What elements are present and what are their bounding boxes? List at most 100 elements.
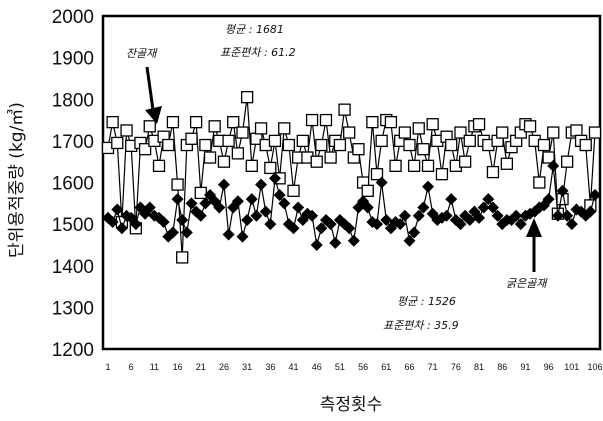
y-tick-label: 1500 xyxy=(52,215,94,236)
x-tick-label: 91 xyxy=(520,362,530,372)
x-tick-label: 51 xyxy=(335,362,345,372)
x-tick-label: 36 xyxy=(265,362,275,372)
fine-aggregate-point xyxy=(189,115,203,129)
coarse-aggregate-point xyxy=(403,234,416,247)
fine-aggregate-point xyxy=(338,103,351,116)
coarse-aggregate-point xyxy=(310,238,323,251)
fine-aggregate-point xyxy=(171,178,184,191)
fine-aggregate-point xyxy=(523,120,537,133)
fine-aggregate-point xyxy=(561,155,574,168)
fine-aggregate-point xyxy=(236,126,249,139)
coarse-std-annotation: 표준편차 : 35.9 xyxy=(383,319,459,332)
x-tick-label: 61 xyxy=(381,362,391,372)
fine-aggregate-label: 잔골재 xyxy=(126,47,158,60)
coarse-aggregate-point xyxy=(255,178,268,191)
fine-aggregate-point xyxy=(500,157,514,170)
fine-aggregate-point xyxy=(162,138,175,152)
fine-aggregate-point xyxy=(176,251,189,264)
fine-aggregate-point xyxy=(143,120,156,133)
fine-aggregate-point xyxy=(111,136,124,150)
coarse-aggregate-point xyxy=(589,188,601,201)
coarse-aggregate-point xyxy=(273,188,286,201)
x-tick-label: 21 xyxy=(196,362,206,372)
y-tick-label: 1900 xyxy=(52,49,94,70)
coarse-mean-annotation: 평균 : 1526 xyxy=(397,295,456,308)
x-tick-label: 66 xyxy=(404,362,414,372)
coarse-aggregate-point xyxy=(394,218,407,231)
fine-mean-annotation: 평균 : 1681 xyxy=(225,23,284,36)
fine-aggregate-point xyxy=(370,168,384,181)
coarse-aggregate-point xyxy=(547,159,560,172)
fine-aggregate-point xyxy=(268,134,282,148)
coarse-aggregate-point xyxy=(250,209,263,222)
coarse-aggregate-point xyxy=(166,226,179,239)
coarse-aggregate-point xyxy=(111,203,124,216)
fine-aggregate-point xyxy=(403,138,416,152)
coarse-aggregate-point xyxy=(417,201,430,214)
coarse-aggregate-point xyxy=(408,226,421,239)
coarse-aggregate-arrow xyxy=(526,218,542,272)
coarse-aggregate-point xyxy=(241,213,254,226)
coarse-aggregate-point xyxy=(324,218,337,231)
coarse-aggregate-point xyxy=(176,213,189,226)
fine-aggregate-point xyxy=(542,151,555,164)
coarse-aggregate-point xyxy=(440,209,453,222)
coarse-aggregate-point xyxy=(556,184,569,197)
coarse-aggregate-point xyxy=(510,209,523,222)
fine-aggregate-point xyxy=(315,138,328,152)
x-tick-label: 56 xyxy=(358,362,368,372)
fine-aggregate-point xyxy=(361,184,374,197)
fine-aggregate-point xyxy=(138,143,152,156)
coarse-aggregate-point xyxy=(482,193,495,206)
x-tick-label: 11 xyxy=(150,362,159,372)
fine-aggregate-point xyxy=(222,134,235,148)
fine-aggregate-point xyxy=(384,115,398,129)
coarse-aggregate-point xyxy=(264,218,277,231)
coarse-aggregate-point xyxy=(445,193,458,206)
coarse-aggregate-point xyxy=(268,172,281,185)
fine-aggregate-point xyxy=(227,115,240,129)
y-tick-label: 1200 xyxy=(52,340,94,361)
fine-aggregate-point xyxy=(166,115,180,129)
coarse-aggregate-point xyxy=(551,209,564,222)
coarse-aggregate-point xyxy=(115,222,128,235)
fine-aggregate-point xyxy=(240,91,254,104)
coarse-aggregate-point xyxy=(375,176,388,189)
x-tick-label: 41 xyxy=(289,362,299,372)
coarse-aggregate-point xyxy=(278,197,291,210)
coarse-aggregate-point xyxy=(306,209,319,222)
coarse-aggregate-point xyxy=(422,180,435,193)
coarse-aggregate-point xyxy=(245,193,258,206)
x-tick-label: 1 xyxy=(105,362,110,372)
coarse-aggregate-point xyxy=(463,213,476,226)
coarse-aggregate-point xyxy=(292,201,305,214)
fine-aggregate-point xyxy=(472,118,486,131)
fine-aggregate-point xyxy=(185,132,198,145)
fine-aggregate-point xyxy=(120,124,133,137)
fine-aggregate-point xyxy=(208,120,221,133)
fine-aggregate-point xyxy=(417,143,430,156)
coarse-aggregate-point xyxy=(129,218,142,231)
coarse-aggregate-point xyxy=(171,193,184,206)
coarse-aggregate-point xyxy=(565,218,578,231)
fine-aggregate-point xyxy=(203,151,217,164)
fine-aggregate-point xyxy=(217,155,231,168)
plot-frame xyxy=(101,14,602,351)
fine-std-annotation: 표준편차 : 61.2 xyxy=(220,46,296,59)
coarse-aggregate-series xyxy=(102,159,601,251)
fine-aggregate-point xyxy=(496,126,509,139)
y-tick-label: 1400 xyxy=(52,257,94,278)
coarse-aggregate-point xyxy=(561,209,574,222)
y-tick-label: 1600 xyxy=(52,174,94,195)
fine-aggregate-point xyxy=(421,159,435,173)
coarse-aggregate-point xyxy=(315,222,328,235)
fine-aggregate-point xyxy=(254,122,268,135)
fine-aggregate-point xyxy=(435,168,449,181)
coarse-aggregate-point xyxy=(287,222,300,235)
coarse-aggregate-point xyxy=(361,201,374,214)
y-axis-label: 단위용적중량 (kg/㎥) xyxy=(7,102,27,258)
fine-aggregate-point xyxy=(231,147,245,160)
coarse-aggregate-point xyxy=(347,234,360,247)
coarse-aggregate-point xyxy=(236,230,249,243)
coarse-aggregate-point xyxy=(343,222,356,235)
